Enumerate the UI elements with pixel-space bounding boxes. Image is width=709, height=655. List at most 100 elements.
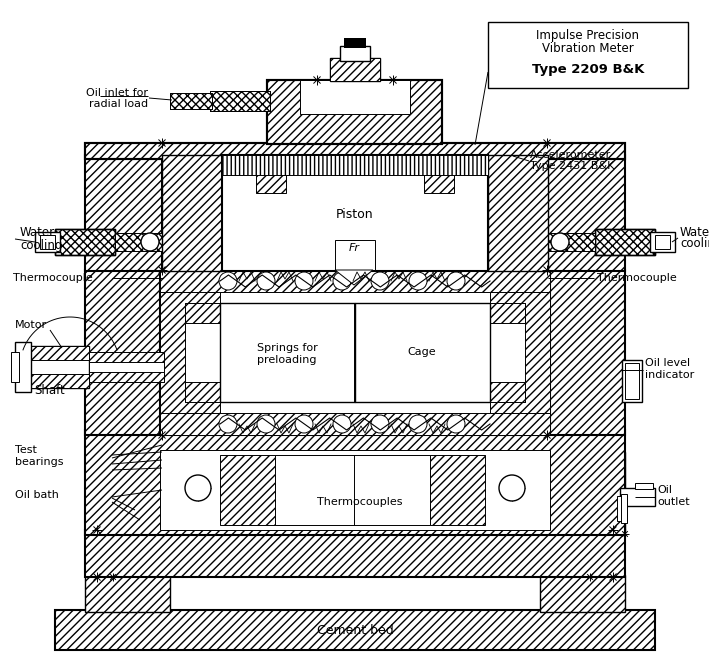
Bar (160, 270, 550, 435)
Text: Cement bed: Cement bed (317, 624, 393, 637)
Circle shape (219, 415, 237, 433)
Bar (617, 496, 627, 521)
Bar (170, 93, 212, 109)
Bar (595, 229, 655, 255)
Bar (35, 232, 60, 252)
Circle shape (371, 415, 389, 433)
Bar (185, 303, 220, 323)
Bar (160, 452, 550, 534)
Bar (170, 93, 212, 109)
Text: cooling: cooling (20, 238, 62, 252)
Circle shape (185, 475, 211, 501)
Bar (27, 374, 89, 388)
Bar (27, 346, 89, 360)
Text: Thermocouples: Thermocouples (317, 497, 403, 507)
Bar (635, 483, 653, 489)
Text: Type 2209 B&K: Type 2209 B&K (532, 64, 644, 77)
Text: Springs for: Springs for (257, 343, 318, 353)
Bar (15, 342, 31, 392)
Circle shape (333, 415, 351, 433)
Bar (222, 155, 488, 175)
Text: Accelerometer: Accelerometer (530, 150, 611, 160)
Circle shape (295, 415, 313, 433)
Bar (55, 229, 115, 255)
Bar (545, 233, 595, 251)
Text: Oil: Oil (657, 485, 672, 495)
Bar (488, 155, 548, 271)
Text: Vibration Meter: Vibration Meter (542, 43, 634, 56)
Text: Test: Test (15, 445, 37, 455)
Bar (85, 530, 625, 577)
Polygon shape (335, 270, 373, 285)
Bar (330, 58, 380, 81)
Circle shape (447, 415, 465, 433)
Bar (344, 38, 366, 48)
Text: Water: Water (680, 225, 709, 238)
Bar (548, 155, 625, 271)
Bar (162, 155, 222, 271)
Text: bearings: bearings (15, 457, 64, 467)
Bar (160, 292, 220, 413)
Bar (185, 382, 220, 402)
Text: Impulse Precision: Impulse Precision (537, 29, 640, 43)
Bar (85, 430, 625, 535)
Circle shape (409, 415, 427, 433)
Bar (655, 235, 670, 249)
Bar (85, 270, 162, 435)
Bar (622, 360, 642, 402)
Bar (650, 232, 675, 252)
Bar (424, 175, 454, 193)
Bar (85, 452, 162, 532)
Bar (595, 229, 655, 255)
Bar (340, 46, 370, 61)
Bar (89, 372, 164, 382)
Bar (160, 270, 550, 292)
Circle shape (257, 272, 275, 290)
Circle shape (551, 233, 569, 251)
Bar (89, 352, 164, 382)
Bar (488, 22, 688, 88)
Text: cooling: cooling (680, 238, 709, 250)
Bar (300, 80, 410, 114)
Text: Type 2431 B&K: Type 2431 B&K (530, 161, 615, 171)
Circle shape (333, 272, 351, 290)
Text: Water: Water (20, 227, 55, 240)
Circle shape (447, 272, 465, 290)
Circle shape (295, 272, 313, 290)
Bar (210, 91, 270, 111)
Bar (85, 575, 170, 612)
Bar (625, 363, 639, 399)
Bar (490, 303, 525, 402)
Text: Oil level: Oil level (645, 358, 690, 368)
Circle shape (219, 272, 237, 290)
Circle shape (141, 233, 159, 251)
Bar (490, 303, 525, 323)
Bar (85, 143, 625, 159)
Bar (620, 488, 655, 506)
Bar (27, 346, 89, 388)
Bar (222, 155, 488, 271)
Text: outlet: outlet (657, 497, 690, 507)
Bar (256, 175, 286, 193)
Bar (55, 229, 115, 255)
Circle shape (499, 475, 525, 501)
Text: preloading: preloading (257, 355, 317, 365)
Text: Oil bath: Oil bath (15, 490, 59, 500)
Text: indicator: indicator (645, 370, 694, 380)
Circle shape (409, 272, 427, 290)
Bar (210, 91, 270, 111)
Bar (621, 494, 627, 523)
Bar (220, 455, 275, 525)
Bar (55, 610, 655, 650)
Text: Oil inlet for: Oil inlet for (86, 88, 148, 98)
Bar (160, 413, 550, 435)
Bar (545, 233, 595, 251)
Bar (40, 235, 55, 249)
Text: radial load: radial load (89, 99, 148, 109)
Text: Cage: Cage (408, 347, 436, 357)
Text: Thermocouple: Thermocouple (597, 273, 677, 283)
Bar (85, 143, 625, 159)
Bar (490, 382, 525, 402)
Text: Thermocouple: Thermocouple (13, 273, 93, 283)
Text: Piston: Piston (336, 208, 374, 221)
